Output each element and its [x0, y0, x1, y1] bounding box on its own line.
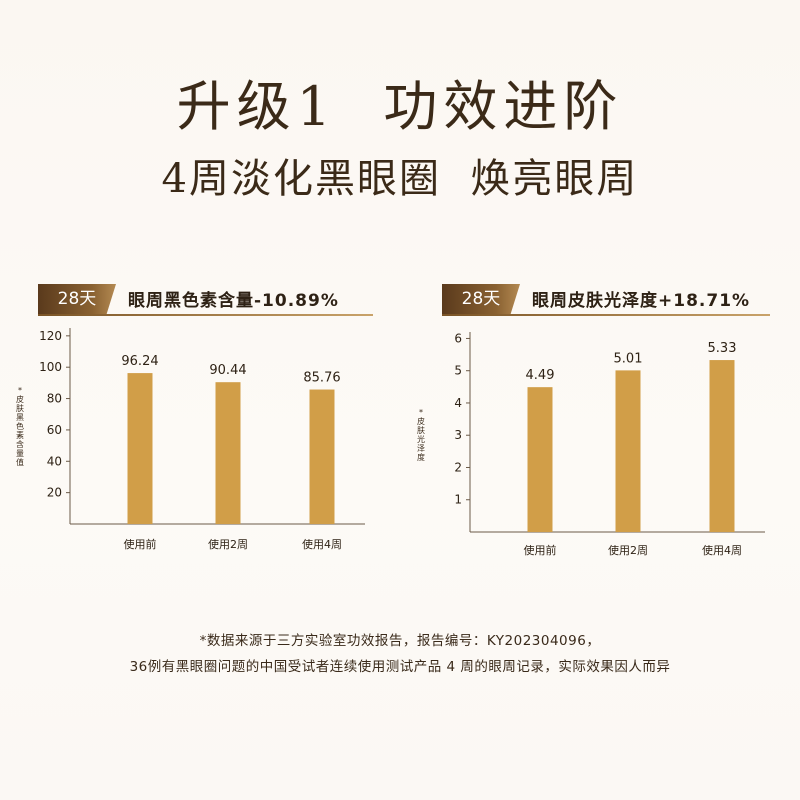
y-tick-label: 4 [454, 396, 462, 410]
y-tick-label: 40 [47, 454, 62, 468]
bar [615, 370, 641, 532]
panel-underline [38, 314, 373, 316]
data-label: 4.49 [526, 368, 555, 383]
y-tick-label: 80 [47, 392, 62, 406]
category-label: 使用4周 [702, 544, 742, 557]
melanin-bar-chart: 20 40 60 80 100 120 96.24 使用前 90.44 使用2周 85.76 使用4周 [39, 328, 365, 551]
bar [709, 360, 735, 532]
y-tick-label: 100 [39, 360, 62, 374]
page-subtitle: 4周淡化黑眼圈 焕亮眼周 [161, 156, 639, 202]
y-tick-label: 20 [47, 486, 62, 500]
category-label: 使用2周 [208, 538, 248, 551]
category-label: 使用前 [524, 543, 557, 557]
data-label: 5.33 [708, 341, 737, 356]
data-label: 85.76 [303, 371, 340, 386]
category-label: 使用2周 [608, 544, 648, 557]
y-tick-label: 60 [47, 423, 62, 437]
panel-underline [442, 314, 770, 316]
y-tick-label: 3 [454, 428, 462, 442]
y-axis-label: *皮肤光泽度 [417, 408, 425, 462]
y-tick-label: 5 [454, 364, 462, 378]
y-tick-label: 120 [39, 329, 62, 343]
duration-badge: 28天 [442, 284, 520, 314]
footnote-line-1: *数据来源于三方实验室功效报告，报告编号：KY202304096， [199, 633, 601, 649]
bar [215, 382, 241, 524]
panel-title: 眼周黑色素含量-10.89% [128, 291, 339, 311]
y-tick-label: 6 [454, 331, 462, 345]
page-title: 升级1 功效进阶 [176, 75, 624, 138]
data-label: 5.01 [614, 351, 643, 366]
gloss-bar-chart: 1 2 3 4 5 6 4.49 使用前 5.01 使用2周 5.33 使用4周 [454, 331, 765, 557]
data-label: 90.44 [209, 363, 246, 378]
panel-header-melanin: 28天 眼周黑色素含量-10.89% [38, 284, 373, 318]
data-label: 96.24 [121, 354, 158, 369]
y-axis-label: *皮肤黑色素含量值 [16, 386, 24, 467]
category-label: 使用前 [124, 537, 157, 551]
duration-badge: 28天 [38, 284, 116, 314]
bar [127, 373, 153, 524]
bar [527, 387, 553, 532]
panel-title: 眼周皮肤光泽度+18.71% [532, 291, 751, 311]
panel-header-gloss: 28天 眼周皮肤光泽度+18.71% [442, 284, 770, 318]
y-tick-label: 1 [454, 493, 462, 507]
y-tick-label: 2 [454, 460, 462, 474]
footnote-line-2: 36例有黑眼圈问题的中国受试者连续使用测试产品 4 周的眼周记录，实际效果因人而… [129, 659, 671, 675]
category-label: 使用4周 [302, 538, 342, 551]
bar [309, 389, 335, 524]
